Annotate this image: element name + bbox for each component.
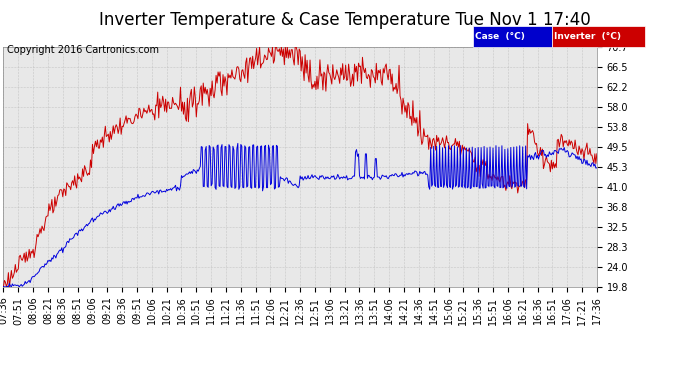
Text: Inverter Temperature & Case Temperature Tue Nov 1 17:40: Inverter Temperature & Case Temperature …: [99, 11, 591, 29]
Text: Inverter  (°C): Inverter (°C): [554, 32, 621, 41]
Text: Case  (°C): Case (°C): [475, 32, 524, 41]
Text: Copyright 2016 Cartronics.com: Copyright 2016 Cartronics.com: [7, 45, 159, 55]
